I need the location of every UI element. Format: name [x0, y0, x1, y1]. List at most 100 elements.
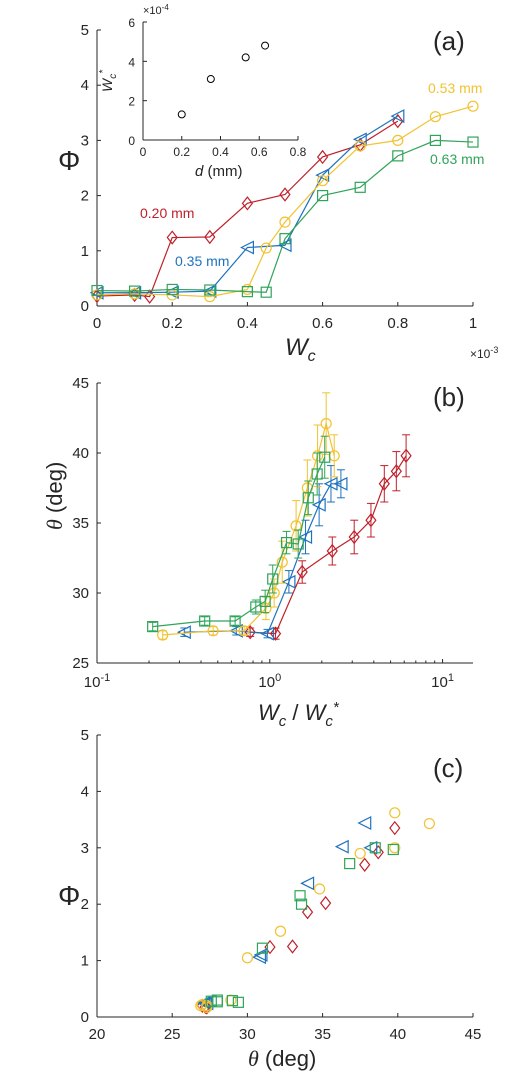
- panel-b-ytick-label: 45: [72, 375, 89, 392]
- panel-b-point-063mm: [292, 538, 304, 550]
- panel-a-series-line-063mm: [96, 139, 474, 293]
- panel-a-ytick-label: 3: [81, 132, 89, 149]
- panel-c-ylabel: Φ: [58, 880, 80, 911]
- inset-xtick-label: 0.8: [290, 145, 307, 159]
- panel-a-point-063mm: [317, 190, 329, 202]
- panel-a-xtick-label: 0.8: [387, 315, 408, 332]
- panel-c-point-020mm: [319, 895, 332, 911]
- panel-c-point-035mm: [253, 947, 268, 962]
- inset-ytick-label: 4: [128, 55, 135, 69]
- panel-c-point-063mm: [369, 842, 381, 854]
- panel-a-point-020mm: [316, 149, 329, 165]
- panel-a-point-053mm: [429, 111, 441, 123]
- panel-b-point-035mm: [260, 626, 275, 641]
- panel-b-point-063mm: [199, 615, 211, 627]
- panel-c-xtick-label: 25: [164, 1026, 181, 1043]
- panel-c-point-053mm: [354, 847, 366, 860]
- panel-b-ytick-label: 30: [72, 585, 89, 602]
- panel-c-point-063mm: [256, 942, 269, 954]
- panel-c-point-053mm: [389, 842, 401, 854]
- inset-ytick-label: 0: [128, 134, 135, 148]
- inset-point: [177, 110, 186, 119]
- panel-c-xtick-label: 45: [465, 1026, 482, 1043]
- panel-b-xtick-label: 101: [431, 672, 454, 691]
- panel-a-point-063mm: [241, 286, 253, 298]
- panel-c-point-063mm: [205, 995, 217, 1007]
- panel-b-point-035mm: [311, 497, 326, 512]
- panel-b-point-053mm: [207, 625, 219, 637]
- panel-a-xtick-label: 0.6: [312, 315, 333, 332]
- panel-b-point-020mm: [348, 529, 360, 545]
- panel-b-xtick-label: 100: [258, 672, 281, 691]
- panel-c-xtick-label: 35: [314, 1026, 331, 1043]
- panel-a-xtick-label: 0.2: [162, 315, 183, 332]
- panel-a-xtick-label: 0: [93, 315, 101, 332]
- panel-a-series-line-053mm: [96, 105, 474, 298]
- panel-b-point-063mm: [319, 451, 331, 463]
- panel-b-ytick-label: 25: [72, 655, 89, 672]
- panel-c-point-053mm: [423, 817, 435, 830]
- panel-c-point-053mm: [389, 807, 401, 819]
- panel-b-label: (b): [433, 382, 465, 412]
- panel-c-point-063mm: [295, 898, 308, 910]
- panel-c-xtick-label: 40: [389, 1026, 406, 1043]
- panel-b-point-020mm: [378, 476, 390, 492]
- panel-b-point-063mm: [229, 615, 241, 627]
- panel-a-point-053mm: [392, 134, 404, 146]
- inset-xtick-label: 0.2: [173, 145, 190, 159]
- panel-a-point-020mm: [241, 196, 254, 211]
- panel-c-ytick-label: 1: [81, 953, 89, 970]
- panel-c-ytick-label: 0: [81, 1009, 89, 1026]
- panel-b-xtick-label: 10-1: [84, 672, 110, 691]
- panel-c-point-020mm: [264, 939, 276, 955]
- panel-a-point-053mm: [317, 175, 329, 187]
- panel-a-point-063mm: [204, 284, 216, 296]
- panel-a-point-020mm: [392, 113, 404, 129]
- panel-a-point-063mm: [91, 284, 103, 297]
- panel-b-ytick-label: 40: [72, 445, 89, 462]
- panel-c-point-063mm: [294, 890, 306, 902]
- inset-xtick-label: 0.6: [251, 145, 268, 159]
- panel-a-point-020mm: [166, 230, 178, 245]
- panel-c-point-020mm: [359, 857, 371, 872]
- panel-a-label: (a): [433, 26, 465, 56]
- panel-b-point-063mm: [311, 468, 323, 480]
- panel-b-ytick-label: 35: [72, 515, 89, 532]
- panel-a-point-063mm: [354, 181, 366, 193]
- panel-b-point-020mm: [269, 626, 282, 641]
- inset-point: [241, 53, 250, 62]
- panel-a-point-035mm: [277, 238, 292, 253]
- panel-b-point-053mm: [276, 556, 288, 568]
- panel-b: (b) Wc / Wc* θ (deg) 10-1 100 101 25 30 35 40 4…: [42, 375, 473, 730]
- panel-c-xlabel: θ (deg): [248, 1046, 316, 1071]
- panel-b-point-053mm: [157, 629, 169, 641]
- panel-a-series-line-035mm: [97, 115, 399, 294]
- panel-a-point-053mm: [467, 100, 479, 112]
- panel-a-series-line-020mm: [96, 120, 399, 298]
- panel-a: (a) Wc Φ ×10-3 0.20 mm 0.35 mm 0.53 mm 0…: [58, 3, 498, 365]
- panel-a-xlabel: Wc: [285, 334, 316, 365]
- panel-a-point-063mm: [166, 283, 178, 296]
- panel-a-ytick-label: 2: [81, 188, 89, 205]
- panel-b-point-063mm: [267, 573, 279, 585]
- panel-a-x-multiplier: ×10-3: [470, 345, 498, 361]
- panel-b-point-063mm: [302, 492, 314, 504]
- panel-c-point-053mm: [241, 952, 253, 964]
- inset: ×10-4 Wc* d (mm) 0 0.2 0.4 0.6 0.8 0 2 4 6: [98, 3, 307, 180]
- panel-c-ytick-label: 2: [81, 896, 89, 913]
- panel-a-ytick-label: 0: [81, 298, 89, 315]
- panel-a-point-053mm: [279, 216, 291, 228]
- panel-b-point-035mm: [323, 476, 338, 491]
- panel-a-xtick-label: 0.4: [237, 315, 258, 332]
- panel-a-point-035mm: [202, 284, 217, 299]
- panel-b-point-053mm: [290, 520, 302, 532]
- panel-b-point-020mm: [400, 448, 412, 464]
- panel-a-point-053mm: [260, 242, 272, 254]
- panel-b-point-020mm: [365, 512, 377, 528]
- inset-ytick-label: 2: [128, 95, 135, 109]
- panel-a-point-053mm: [204, 291, 216, 303]
- panel-a-point-063mm: [467, 136, 479, 148]
- panel-a-point-035mm: [352, 132, 367, 147]
- panel-a-ylabel: Φ: [58, 145, 80, 176]
